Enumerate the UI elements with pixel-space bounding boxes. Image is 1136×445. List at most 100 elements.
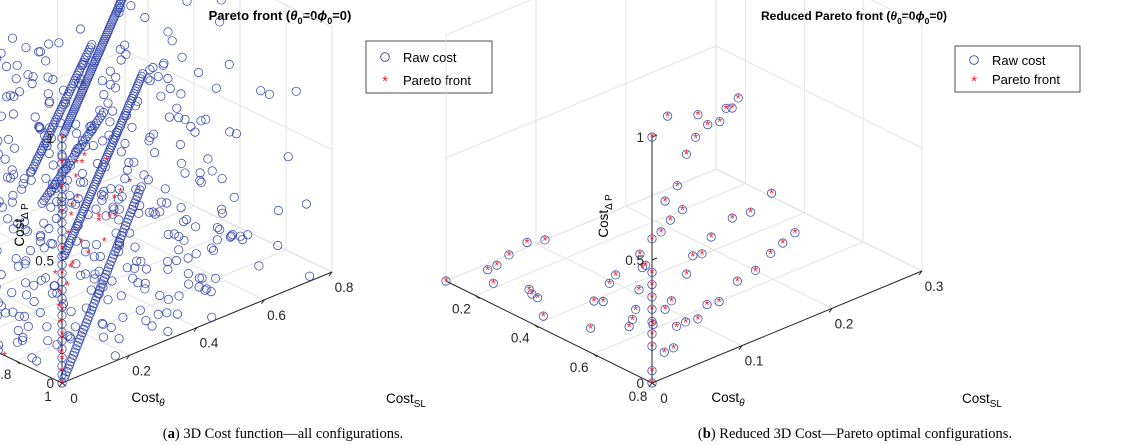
raw-cost-point (211, 83, 221, 93)
raw-cost-point (182, 0, 192, 6)
pareto-point: * (2, 349, 7, 364)
pareto-point: * (649, 327, 654, 342)
raw-cost-point (20, 225, 30, 235)
raw-cost-point (97, 41, 107, 51)
raw-cost-point (202, 284, 212, 294)
raw-cost-point (175, 139, 185, 150)
raw-cost-point (46, 186, 56, 196)
raw-cost-point (58, 299, 69, 309)
raw-cost-point (1, 61, 12, 72)
pareto-point: * (524, 236, 529, 251)
raw-cost-point (80, 269, 91, 279)
raw-cost-point (647, 366, 657, 376)
raw-cost-point (74, 93, 85, 103)
pareto-point: * (649, 265, 654, 280)
raw-cost-point (105, 117, 115, 127)
pareto-point: * (730, 101, 735, 116)
pareto-point: * (690, 249, 695, 264)
raw-cost-point (135, 200, 145, 211)
raw-cost-point (108, 14, 119, 24)
pareto-point: * (112, 209, 117, 224)
raw-cost-point (74, 78, 84, 88)
raw-cost-point (58, 85, 69, 95)
raw-cost-point (91, 204, 101, 214)
grid-line (535, 243, 743, 347)
raw-cost-point (18, 332, 28, 343)
raw-cost-point (71, 73, 81, 83)
raw-cost-point (7, 165, 17, 175)
raw-cost-point (732, 276, 742, 286)
raw-cost-point (21, 278, 31, 288)
raw-cost-point (224, 59, 234, 70)
raw-cost-point (67, 109, 77, 120)
x-tick (738, 345, 743, 350)
pareto-point: * (643, 258, 648, 273)
raw-cost-point (35, 232, 46, 242)
raw-cost-point (71, 101, 81, 111)
pareto-point: * (637, 247, 642, 262)
z-tick-label: 0 (636, 376, 644, 391)
raw-cost-point (29, 161, 39, 172)
raw-cost-point (35, 46, 46, 57)
pareto-point: * (705, 118, 710, 133)
raw-cost-point (766, 248, 776, 258)
raw-cost-point (5, 90, 15, 100)
raw-cost-point (99, 89, 109, 100)
raw-cost-point (74, 65, 85, 76)
raw-cost-point (43, 89, 53, 99)
raw-cost-point (43, 72, 53, 82)
raw-cost-point (116, 0, 127, 5)
raw-cost-point (140, 12, 150, 23)
pareto-point: * (102, 234, 107, 249)
raw-cost-point (71, 147, 82, 158)
raw-cost-point (217, 204, 227, 214)
grid-line (870, 0, 923, 26)
pareto-point: * (798, 0, 803, 2)
raw-cost-point (85, 122, 95, 132)
raw-cost-point (647, 234, 657, 244)
raw-cost-point (13, 325, 23, 336)
raw-cost-point (136, 182, 146, 192)
pareto-point: * (57, 285, 62, 300)
raw-cost-point (113, 247, 124, 257)
raw-cost-point (212, 223, 223, 233)
raw-cost-point (141, 315, 151, 326)
raw-cost-point (163, 27, 173, 37)
raw-cost-point (171, 255, 182, 266)
raw-cost-point (301, 199, 311, 209)
x-tick (261, 299, 265, 305)
y-tick (592, 353, 598, 358)
raw-cost-point (159, 58, 169, 68)
raw-cost-point (116, 55, 126, 65)
raw-cost-point (114, 204, 124, 214)
raw-cost-point (32, 154, 43, 164)
raw-cost-point (95, 105, 105, 115)
raw-cost-point (83, 210, 93, 220)
raw-cost-point (84, 45, 95, 55)
raw-cost-point (176, 158, 187, 168)
pareto-point: * (668, 213, 673, 228)
raw-cost-point (48, 74, 58, 85)
raw-cost-point (681, 149, 692, 159)
raw-cost-point (0, 247, 2, 255)
raw-cost-point (181, 215, 192, 225)
raw-cost-point (693, 314, 703, 324)
legend-box (365, 40, 493, 94)
legend-pareto-label: Pareto front (992, 72, 1060, 87)
raw-cost-point (41, 173, 51, 183)
raw-cost-point (65, 191, 75, 201)
pareto-point: * (96, 210, 101, 225)
raw-cost-point (8, 109, 18, 119)
raw-cost-point (100, 33, 111, 43)
y-tick-label: 0.8 (629, 389, 648, 404)
raw-cost-point (163, 229, 173, 240)
raw-cost-point (9, 91, 19, 102)
raw-cost-point (0, 197, 4, 207)
raw-cost-point (586, 323, 596, 333)
raw-cost-point (50, 179, 61, 189)
raw-cost-point (72, 99, 82, 109)
raw-cost-point (106, 322, 116, 333)
raw-cost-point (488, 278, 498, 288)
raw-cost-point (52, 288, 62, 298)
pareto-point: * (82, 148, 87, 163)
